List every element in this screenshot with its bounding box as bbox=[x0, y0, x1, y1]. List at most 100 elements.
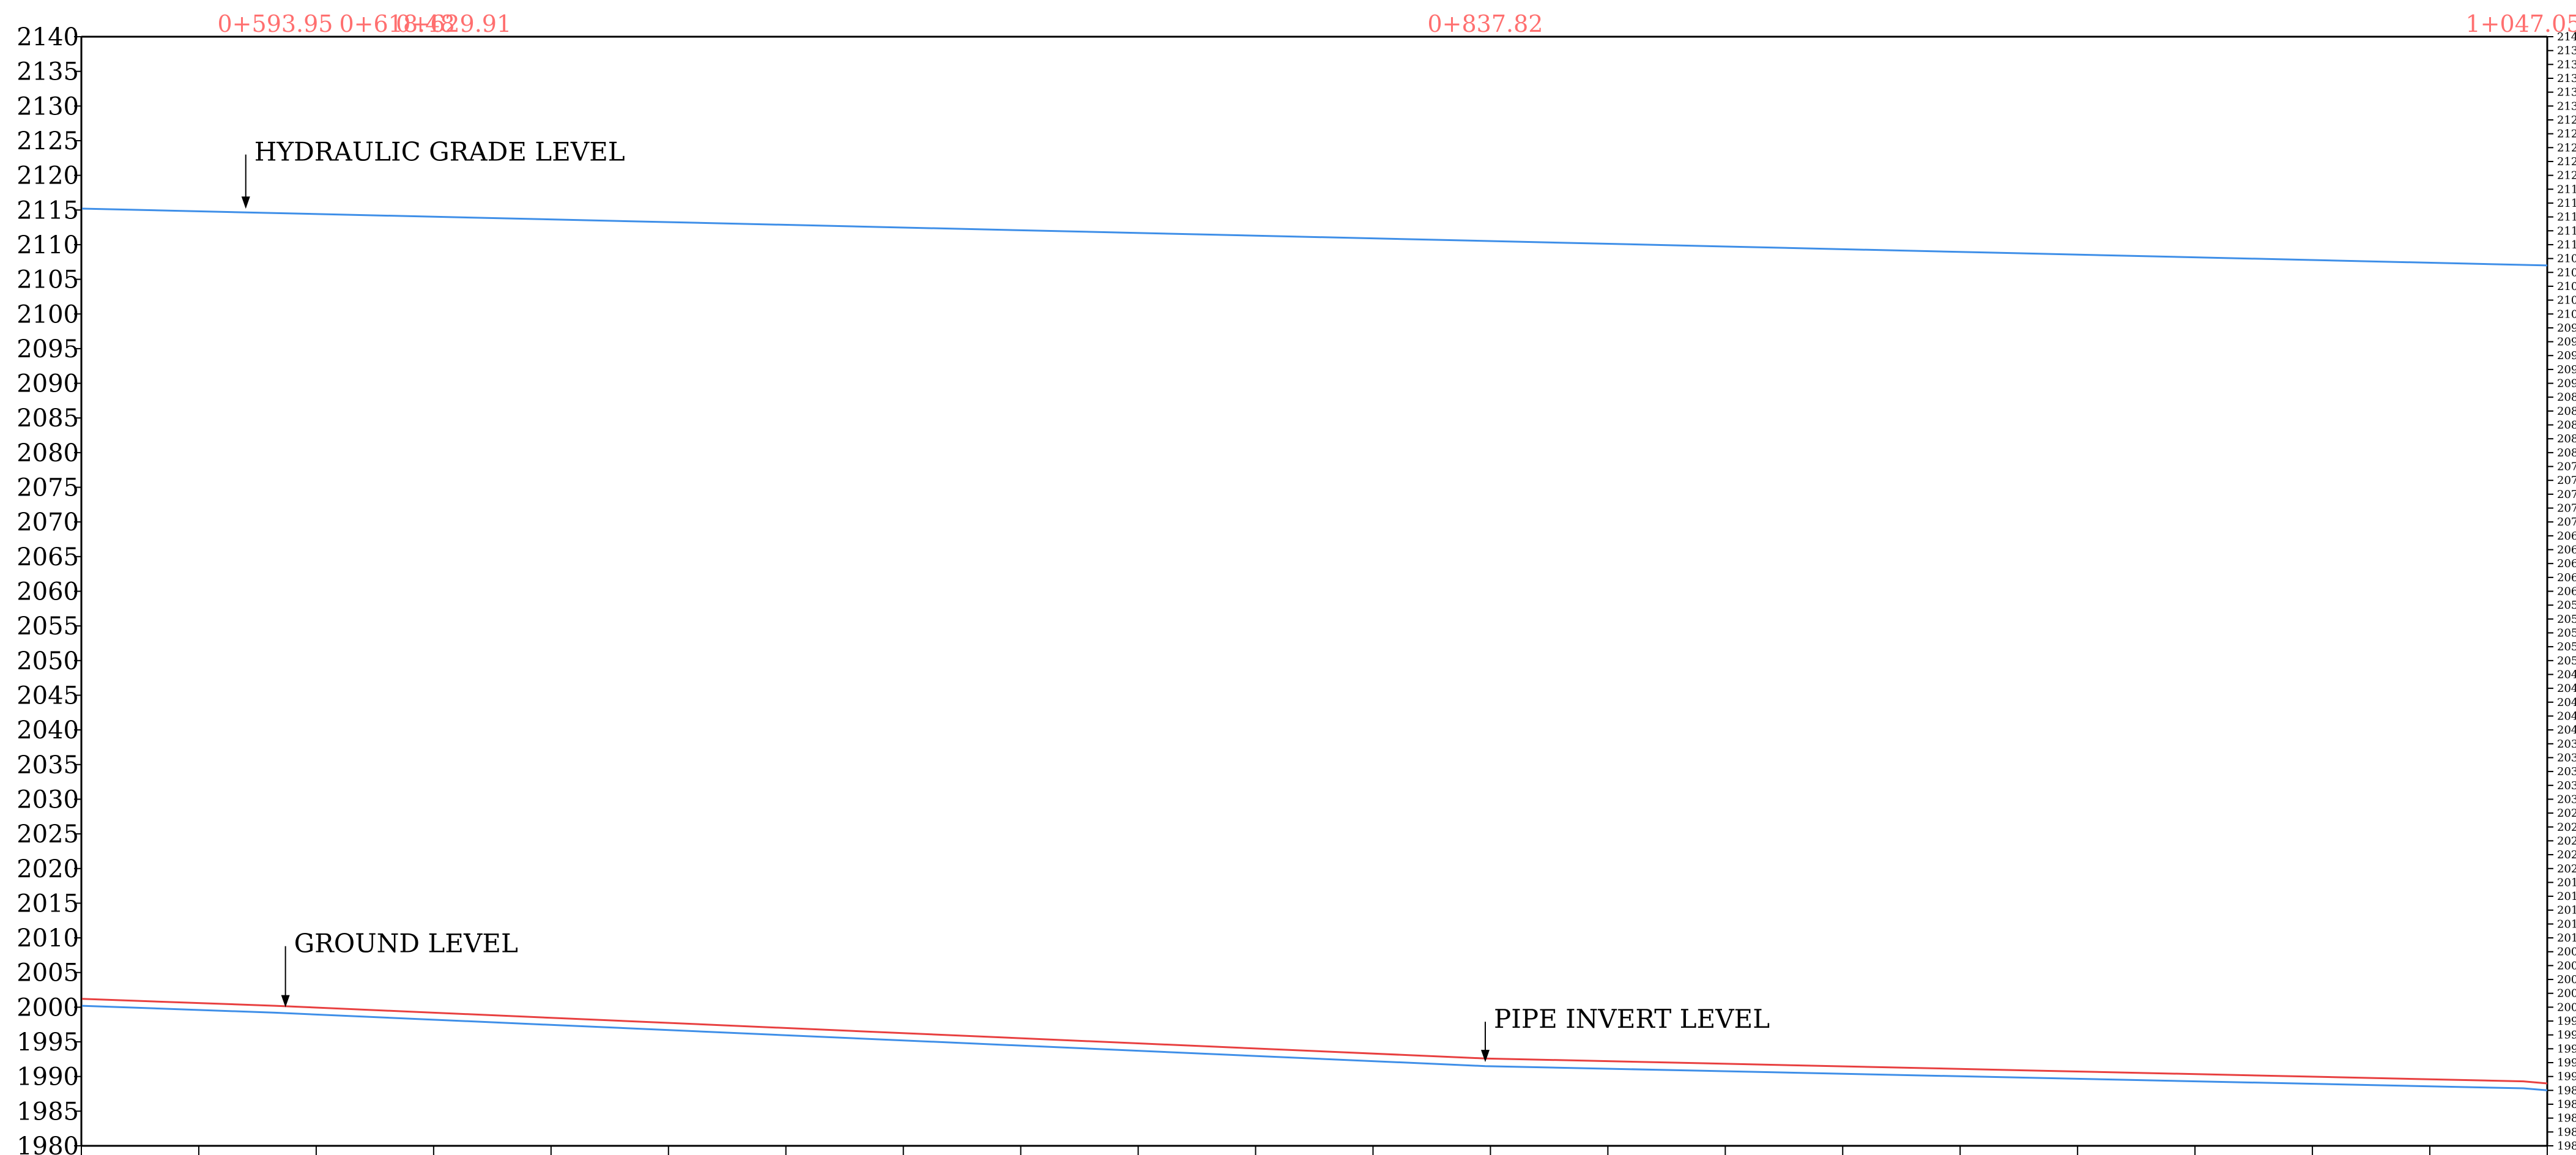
annotation-label: GROUND LEVEL bbox=[294, 929, 518, 959]
y-tick-label: 1990 bbox=[17, 1063, 79, 1091]
y-tick-label: 2070 bbox=[17, 508, 79, 537]
y-tick-right-label: 2050 bbox=[2557, 655, 2576, 667]
y-tick-label: 2095 bbox=[17, 335, 79, 363]
y-tick-right-label: 1980 bbox=[2557, 1140, 2576, 1153]
y-tick-right-label: 2080 bbox=[2557, 447, 2576, 459]
y-tick-right-label: 2010 bbox=[2557, 932, 2576, 945]
y-tick-label: 2005 bbox=[17, 959, 79, 987]
y-tick-right-label: 1996 bbox=[2557, 1029, 2576, 1042]
y-tick-right-label: 2114 bbox=[2557, 211, 2576, 224]
y-tick-label: 2100 bbox=[17, 300, 79, 329]
y-tick-right-label: 2084 bbox=[2557, 419, 2576, 432]
y-tick-right-label: 2140 bbox=[2557, 31, 2576, 43]
annotations-group: HYDRAULIC GRADE LEVEL GROUND LEVEL PIPE IN… bbox=[241, 137, 1770, 1063]
y-tick-right-label: 2110 bbox=[2557, 239, 2576, 251]
y-tick-label: 2075 bbox=[17, 474, 79, 502]
y-tick-label: 2040 bbox=[17, 716, 79, 745]
series-line-invert bbox=[82, 1005, 2548, 1091]
y-tick-right-label: 2064 bbox=[2557, 557, 2576, 570]
annotation-arrowhead bbox=[1480, 1050, 1490, 1063]
y-tick-right-label: 2134 bbox=[2557, 72, 2576, 85]
y-tick-right-label: 2128 bbox=[2557, 114, 2576, 127]
y-tick-right-label: 2020 bbox=[2557, 863, 2576, 875]
y-tick-right-label: 2000 bbox=[2557, 1001, 2576, 1014]
axes-group: 1980 1985 1990 1995 2000 2005 2010 2015 2020 2025… bbox=[17, 10, 2576, 1155]
y-tick-right-label: 2124 bbox=[2557, 141, 2576, 154]
y-tick-label: 1995 bbox=[17, 1028, 79, 1057]
station-label: 1+047.05 bbox=[2466, 10, 2576, 37]
y-tick-right-label: 2070 bbox=[2557, 516, 2576, 529]
y-tick-label: 2055 bbox=[17, 612, 79, 641]
y-tick-right-label: 2014 bbox=[2557, 904, 2576, 917]
y-tick-right-label: 2066 bbox=[2557, 544, 2576, 557]
y-tick-right-label: 2008 bbox=[2557, 946, 2576, 959]
y-tick-right-label: 2036 bbox=[2557, 751, 2576, 764]
y-tick-label: 2015 bbox=[17, 889, 79, 918]
y-tick-right-label: 2136 bbox=[2557, 58, 2576, 71]
y-tick-right-label: 2054 bbox=[2557, 626, 2576, 639]
station-label: 0+837.82 bbox=[1427, 10, 1543, 37]
annotation-arrowhead bbox=[281, 995, 290, 1008]
y-tick-right-label: 1990 bbox=[2557, 1071, 2576, 1083]
y-tick-right-label: 2068 bbox=[2557, 530, 2576, 543]
y-tick-right-label: 2088 bbox=[2557, 391, 2576, 404]
y-tick-label: 2060 bbox=[17, 578, 79, 606]
y-tick-label: 2025 bbox=[17, 820, 79, 849]
y-tick-right-label: 2074 bbox=[2557, 488, 2576, 501]
y-tick-right-label: 2034 bbox=[2557, 765, 2576, 778]
y-tick-right-label: 2078 bbox=[2557, 461, 2576, 474]
y-tick-right-label: 2026 bbox=[2557, 821, 2576, 834]
station-label: 0+618.48 bbox=[339, 10, 455, 37]
y-tick-right-label: 2056 bbox=[2557, 613, 2576, 626]
y-tick-right-label: 2104 bbox=[2557, 280, 2576, 293]
y-tick-label: 2130 bbox=[17, 92, 79, 121]
y-tick-right-label: 2044 bbox=[2557, 696, 2576, 709]
y-tick-right-label: 2094 bbox=[2557, 349, 2576, 362]
y-tick-right-label: 2046 bbox=[2557, 682, 2576, 695]
y-tick-label: 1985 bbox=[17, 1097, 79, 1126]
y-tick-label: 2120 bbox=[17, 162, 79, 190]
y-tick-label: 2035 bbox=[17, 751, 79, 779]
y-tick-right-label: 1986 bbox=[2557, 1098, 2576, 1111]
annotation-label: PIPE INVERT LEVEL bbox=[1494, 1004, 1770, 1034]
y-tick-right-label: 2006 bbox=[2557, 959, 2576, 972]
y-tick-right-label: 2040 bbox=[2557, 724, 2576, 737]
y-tick-label: 2140 bbox=[17, 23, 79, 51]
y-tick-label: 2135 bbox=[17, 58, 79, 86]
y-tick-right-label: 2060 bbox=[2557, 585, 2576, 598]
y-tick-right-label: 2024 bbox=[2557, 834, 2576, 847]
y-tick-right-label: 1984 bbox=[2557, 1112, 2576, 1125]
y-tick-right-label: 2138 bbox=[2557, 45, 2576, 58]
y-tick-right-label: 2096 bbox=[2557, 336, 2576, 349]
y-tick-right-label: 2004 bbox=[2557, 973, 2576, 986]
y-tick-right-label: 2116 bbox=[2557, 197, 2576, 210]
y-tick-right-label: 2058 bbox=[2557, 599, 2576, 612]
y-tick-label: 2090 bbox=[17, 370, 79, 398]
station-label: 0+593.95 bbox=[218, 10, 333, 37]
y-tick-right-label: 2126 bbox=[2557, 128, 2576, 141]
y-tick-label: 2000 bbox=[17, 993, 79, 1022]
y-tick-right-label: 2018 bbox=[2557, 876, 2576, 889]
y-tick-right-label: 2130 bbox=[2557, 100, 2576, 113]
y-tick-label: 2030 bbox=[17, 785, 79, 814]
series-line-hgl bbox=[82, 207, 2548, 267]
station-label: 0+629.91 bbox=[396, 10, 511, 37]
y-tick-label: 2010 bbox=[17, 924, 79, 953]
y-tick-right-label: 2090 bbox=[2557, 377, 2576, 390]
y-tick-right-label: 2086 bbox=[2557, 405, 2576, 418]
y-tick-label: 2125 bbox=[17, 127, 79, 155]
y-tick-right-label: 2038 bbox=[2557, 738, 2576, 751]
